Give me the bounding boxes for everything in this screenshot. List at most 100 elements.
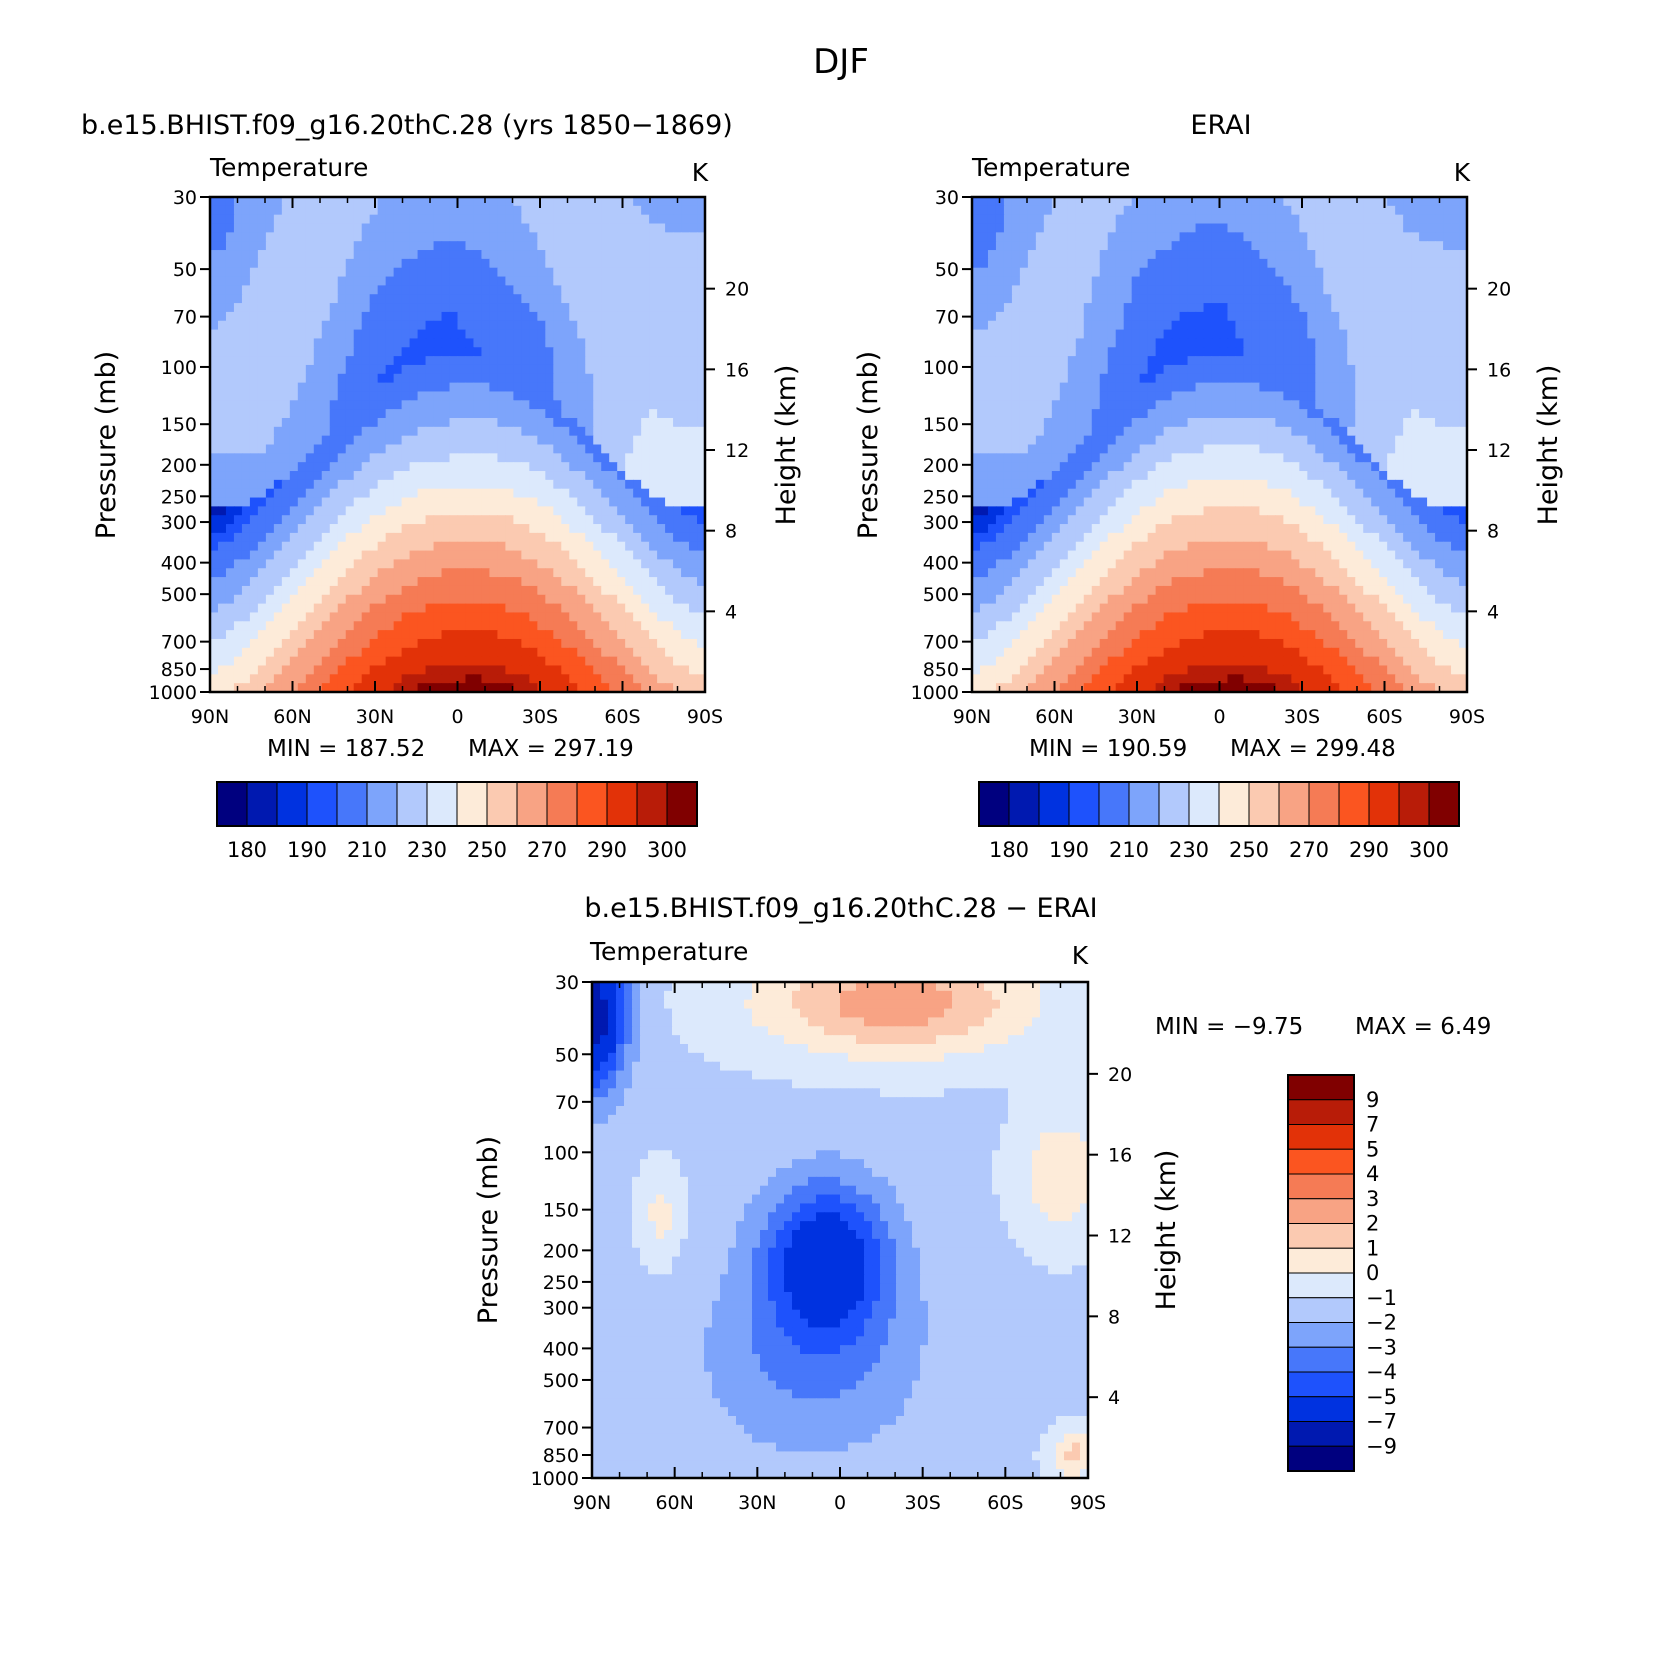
- contour-cell: [1387, 373, 1396, 384]
- contour-cell: [305, 382, 315, 393]
- contour-cell: [1331, 214, 1340, 225]
- contour-cell: [569, 585, 578, 596]
- contour-cell: [585, 612, 594, 622]
- contour-cell: [1171, 205, 1181, 216]
- contour-cell: [649, 250, 658, 260]
- contour-cell: [633, 356, 642, 366]
- contour-cell: [1075, 276, 1085, 286]
- contour-cell: [1307, 347, 1316, 357]
- contour-cell: [1075, 311, 1085, 322]
- contour-cell: [1419, 303, 1428, 313]
- contour-cell: [257, 223, 267, 233]
- contour-cell: [481, 311, 491, 322]
- contour-cell: [353, 453, 363, 463]
- contour-cell: [1387, 311, 1396, 322]
- contour-cell: [417, 647, 427, 658]
- contour-cell: [473, 541, 483, 552]
- contour-cell: [609, 241, 618, 251]
- contour-cell: [409, 488, 419, 499]
- contour-cell: [441, 506, 451, 516]
- contour-cell: [513, 435, 522, 446]
- contour-cell: [409, 524, 419, 534]
- contour-cell: [1451, 320, 1460, 331]
- contour-cell: [305, 638, 315, 649]
- contour-cell: [289, 603, 299, 614]
- contour-cell: [1235, 250, 1245, 260]
- contour-cell: [425, 603, 435, 614]
- contour-cell: [345, 603, 355, 614]
- contour-cell: [225, 267, 235, 278]
- contour-cell: [377, 612, 387, 622]
- contour-cell: [697, 214, 705, 225]
- contour-cell: [1307, 241, 1316, 251]
- contour-cell: [1371, 356, 1380, 366]
- contour-cell: [1139, 329, 1149, 340]
- contour-cell: [497, 674, 506, 684]
- contour-cell: [337, 426, 347, 437]
- contour-cell: [1003, 214, 1013, 225]
- contour-cell: [1371, 267, 1380, 278]
- contour-cell: [521, 303, 530, 313]
- contour-cell: [257, 568, 267, 578]
- contour-cell: [1027, 258, 1037, 269]
- contour-cell: [1363, 214, 1372, 225]
- contour-cell: [1027, 197, 1037, 207]
- contour-cell: [497, 294, 506, 304]
- contour-cell: [1091, 267, 1101, 278]
- contour-cell: [1131, 347, 1141, 357]
- contour-cell: [297, 506, 307, 516]
- contour-cell: [233, 532, 243, 543]
- contour-cell: [1227, 373, 1237, 384]
- contour-cell: [225, 426, 235, 437]
- contour-cell: [1395, 364, 1404, 375]
- contour-cell: [353, 524, 363, 534]
- contour-cell: [305, 524, 315, 534]
- contour-cell: [513, 497, 522, 507]
- contour-cell: [441, 621, 451, 631]
- contour-cell: [1171, 267, 1181, 278]
- contour-cell: [1403, 223, 1412, 233]
- contour-cell: [241, 444, 251, 454]
- contour-cell: [505, 471, 514, 481]
- contour-cell: [409, 479, 419, 490]
- contour-cell: [345, 232, 355, 242]
- contour-cell: [361, 559, 371, 569]
- contour-cell: [233, 258, 243, 269]
- contour-cell: [1219, 250, 1229, 260]
- contour-cell: [617, 258, 626, 269]
- contour-cell: [1131, 311, 1141, 322]
- contour-cell: [1035, 329, 1045, 340]
- contour-cell: [505, 197, 514, 207]
- contour-cell: [1307, 303, 1316, 313]
- contour-cell: [281, 409, 291, 419]
- contour-cell: [1315, 303, 1324, 313]
- contour-cell: [505, 320, 514, 331]
- contour-cell: [1371, 197, 1380, 207]
- contour-cell: [1307, 294, 1316, 304]
- contour-cell: [369, 250, 379, 260]
- contour-cell: [1123, 347, 1133, 357]
- contour-cell: [665, 294, 674, 304]
- contour-cell: [1315, 241, 1324, 251]
- contour-cell: [1067, 250, 1077, 260]
- contour-cell: [401, 683, 411, 692]
- contour-cell: [249, 197, 259, 207]
- contour-cell: [425, 391, 435, 401]
- contour-cell: [1227, 258, 1237, 269]
- contour-cell: [457, 373, 467, 384]
- contour-cell: [385, 506, 395, 516]
- contour-cell: [1291, 267, 1300, 278]
- contour-cell: [593, 356, 602, 366]
- contour-cell: [1003, 276, 1013, 286]
- contour-cell: [537, 232, 546, 242]
- contour-cell: [585, 285, 594, 295]
- contour-cell: [1219, 214, 1229, 225]
- contour-cell: [281, 197, 291, 207]
- contour-cell: [569, 373, 578, 384]
- contour-cell: [649, 294, 658, 304]
- contour-cell: [1179, 320, 1189, 331]
- contour-cell: [1171, 347, 1181, 357]
- contour-cell: [1035, 258, 1045, 269]
- contour-cell: [497, 488, 506, 499]
- contour-cell: [1291, 364, 1300, 375]
